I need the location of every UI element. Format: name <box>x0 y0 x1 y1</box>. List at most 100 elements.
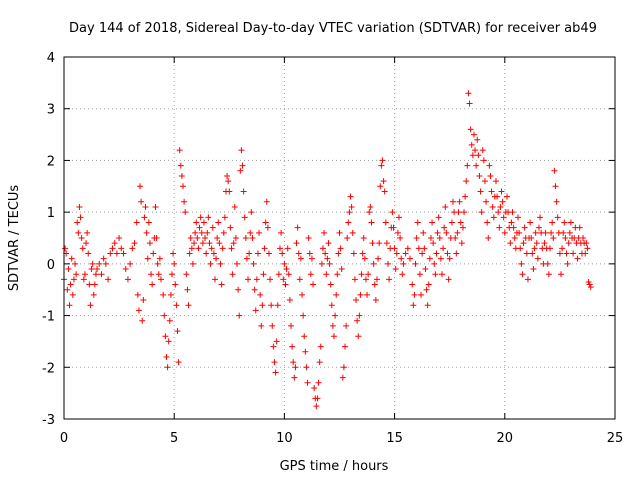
data-point <box>511 235 518 241</box>
y-tick-label: 2 <box>47 154 55 169</box>
data-point <box>109 245 116 252</box>
data-point <box>208 245 215 252</box>
data-point <box>187 235 194 241</box>
data-point <box>146 240 153 247</box>
data-point <box>274 302 281 309</box>
data-point <box>240 188 247 195</box>
data-point <box>299 291 306 298</box>
data-point <box>421 245 428 252</box>
data-point <box>424 302 431 309</box>
data-point <box>570 250 577 257</box>
data-point <box>239 162 246 169</box>
data-point <box>433 250 440 257</box>
data-point <box>330 333 337 340</box>
data-point <box>259 302 266 309</box>
data-point <box>162 333 169 340</box>
data-point <box>66 302 73 309</box>
data-point <box>113 250 120 257</box>
data-point <box>516 229 523 236</box>
data-point <box>464 162 471 169</box>
data-point <box>564 260 571 267</box>
data-point <box>87 302 94 309</box>
data-point <box>140 297 147 304</box>
data-point <box>153 235 160 241</box>
data-point <box>257 291 264 298</box>
data-point <box>474 136 481 143</box>
data-point <box>390 224 397 231</box>
data-point <box>131 240 138 247</box>
data-point <box>402 250 409 257</box>
data-point <box>389 209 396 216</box>
data-point <box>386 276 393 283</box>
data-point <box>542 229 549 236</box>
data-point <box>455 209 462 216</box>
data-point <box>324 255 331 262</box>
data-point <box>480 157 487 164</box>
data-point <box>199 240 206 247</box>
data-point <box>122 266 129 273</box>
data-point <box>279 250 286 257</box>
x-tick-label: 5 <box>170 431 178 446</box>
data-point <box>303 364 310 371</box>
data-point <box>524 276 531 283</box>
data-point <box>72 260 79 267</box>
data-point <box>583 240 590 247</box>
data-point <box>407 255 414 262</box>
data-point <box>345 219 352 226</box>
data-point <box>221 214 228 221</box>
data-point <box>368 219 375 226</box>
data-point <box>80 276 87 283</box>
data-point <box>294 224 301 231</box>
data-point <box>322 250 329 257</box>
data-point <box>83 240 90 247</box>
data-point <box>254 250 261 257</box>
data-point <box>554 214 561 221</box>
data-point <box>64 286 71 293</box>
data-point <box>415 245 422 252</box>
data-point <box>242 235 249 241</box>
data-point <box>91 281 98 288</box>
data-point <box>531 245 538 252</box>
data-point <box>272 369 279 376</box>
data-point <box>318 260 325 267</box>
data-point <box>432 271 439 278</box>
data-point <box>247 229 254 236</box>
data-point <box>504 193 511 200</box>
data-point <box>264 224 271 231</box>
data-point <box>419 250 426 257</box>
data-point <box>436 235 443 241</box>
data-point <box>587 284 594 291</box>
data-point <box>413 235 420 241</box>
data-point <box>306 250 313 257</box>
data-point <box>86 281 93 288</box>
data-point <box>174 328 181 335</box>
data-point <box>198 229 205 236</box>
data-point <box>280 276 287 283</box>
data-point <box>203 250 210 257</box>
data-point <box>315 379 322 386</box>
data-point <box>356 312 363 319</box>
data-point <box>477 188 484 195</box>
data-point <box>443 229 450 236</box>
data-point <box>485 235 492 241</box>
data-point <box>68 255 75 262</box>
data-point <box>378 162 385 169</box>
data-point <box>142 203 149 210</box>
data-point <box>336 229 343 236</box>
data-point <box>118 245 125 252</box>
data-point <box>238 147 245 154</box>
data-point <box>167 291 174 298</box>
data-point <box>429 219 436 226</box>
data-point <box>160 291 167 298</box>
y-tick-label: -1 <box>42 310 55 325</box>
data-point <box>486 162 493 169</box>
data-point <box>527 219 534 226</box>
y-tick-labels: -3 -2 -1 0 1 2 3 4 <box>42 51 55 428</box>
data-point <box>319 245 326 252</box>
data-point <box>326 260 333 267</box>
data-point <box>533 240 540 247</box>
data-point <box>498 188 505 195</box>
data-point <box>234 260 241 267</box>
data-point <box>295 250 302 257</box>
data-point <box>444 250 451 257</box>
